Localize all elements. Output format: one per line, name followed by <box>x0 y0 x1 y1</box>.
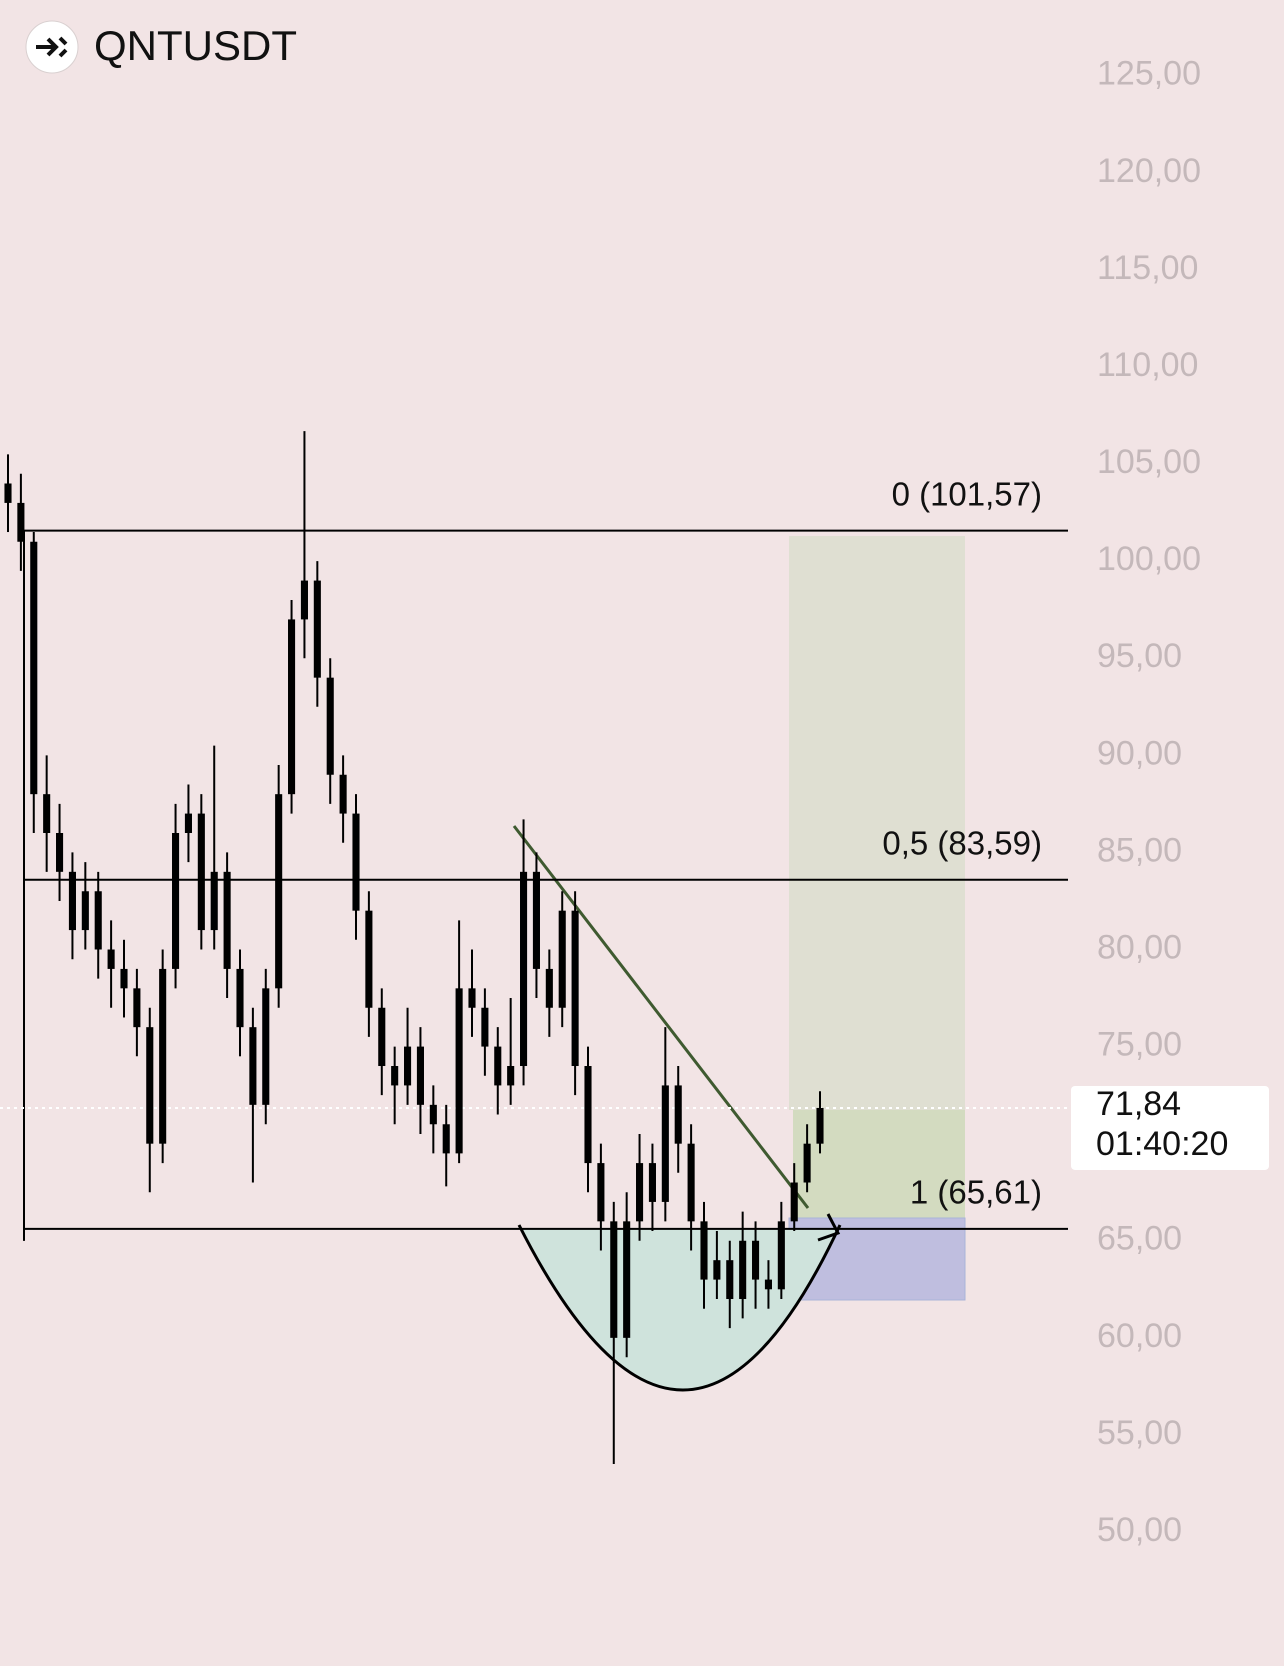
y-tick-label: 85,00 <box>1097 831 1182 869</box>
candle-body <box>455 988 463 1154</box>
candle-body <box>107 949 115 969</box>
y-tick-label: 80,00 <box>1097 928 1182 966</box>
candle-body <box>43 794 51 833</box>
candle-body <box>687 1143 695 1222</box>
candle-body <box>133 988 141 1028</box>
candle-body <box>636 1163 644 1222</box>
chart-title: QNTUSDT <box>94 22 297 69</box>
price-tag <box>1071 1085 1269 1170</box>
candle-body <box>4 483 12 503</box>
candle-body <box>494 1046 502 1086</box>
candle-body <box>777 1221 785 1290</box>
candle-body <box>391 1066 399 1086</box>
candle-body <box>803 1143 811 1183</box>
candle-body <box>81 891 89 931</box>
y-tick-label: 100,00 <box>1097 540 1201 578</box>
candle-body <box>816 1107 824 1144</box>
price-tag-value: 71,84 <box>1096 1085 1181 1123</box>
candle-body <box>713 1260 721 1280</box>
y-tick-label: 75,00 <box>1097 1026 1182 1064</box>
candle-body <box>30 541 38 795</box>
candle-body <box>584 1066 592 1164</box>
arrow-head <box>817 1213 841 1242</box>
candle-body <box>365 910 373 1008</box>
candle-body <box>120 968 128 989</box>
trend-line <box>512 825 810 1209</box>
candle-body <box>68 871 76 931</box>
candle-body <box>210 871 218 931</box>
candle-body <box>648 1163 656 1202</box>
candle-body <box>184 813 192 833</box>
y-tick-label: 60,00 <box>1097 1317 1182 1355</box>
y-tick-label: 95,00 <box>1097 637 1182 675</box>
candle-body <box>404 1046 412 1086</box>
candle-body <box>468 988 476 1008</box>
candle-body <box>507 1066 515 1086</box>
candle-body <box>610 1221 618 1338</box>
candle-body <box>313 580 321 678</box>
candle-body <box>288 619 296 795</box>
y-tick-label: 110,00 <box>1097 346 1198 384</box>
cup-arc <box>517 1224 842 1392</box>
candle-body <box>726 1260 734 1300</box>
candle-body <box>159 968 167 1144</box>
candle-body <box>700 1221 708 1280</box>
candle-body <box>752 1240 760 1280</box>
candle-body <box>223 871 231 969</box>
candle-body <box>172 833 180 969</box>
candle-body <box>520 871 528 1067</box>
y-tick-label: 50,00 <box>1097 1511 1182 1549</box>
candle-body <box>597 1163 605 1222</box>
candle-body <box>674 1085 682 1144</box>
candle-body <box>146 1027 154 1144</box>
y-tick-label: 55,00 <box>1097 1414 1182 1452</box>
y-tick-label: 120,00 <box>1097 152 1201 190</box>
y-tick-label: 90,00 <box>1097 734 1182 772</box>
candle-body <box>17 502 25 542</box>
candle-body <box>790 1182 798 1222</box>
target-zone <box>789 536 965 1110</box>
fib-label: 0 (101,57) <box>892 475 1042 512</box>
y-tick-label: 65,00 <box>1097 1220 1182 1258</box>
fib-label: 1 (65,61) <box>910 1174 1042 1211</box>
candle-body <box>197 813 205 931</box>
candle-body <box>764 1279 772 1290</box>
candle-body <box>378 1007 386 1067</box>
countdown: 01:40:20 <box>1096 1125 1228 1163</box>
logo-icon <box>36 36 68 58</box>
y-tick-label: 115,00 <box>1097 249 1198 287</box>
y-tick-label: 125,00 <box>1097 55 1201 93</box>
candle-body <box>326 677 334 775</box>
candle-body <box>623 1221 631 1338</box>
candle-body <box>429 1104 437 1125</box>
candle-body <box>416 1046 424 1105</box>
fib-label: 0,5 (83,59) <box>882 825 1042 862</box>
candle-body <box>442 1124 450 1154</box>
y-tick-label: 105,00 <box>1097 443 1201 481</box>
candle-body <box>571 910 579 1067</box>
candle-body <box>262 988 270 1105</box>
candle-body <box>94 891 102 950</box>
candle-body <box>56 833 64 872</box>
candle-body <box>249 1027 257 1105</box>
candle-body <box>661 1085 669 1202</box>
candle-body <box>532 871 540 969</box>
candle-body <box>545 968 553 1008</box>
candle-body <box>275 794 283 989</box>
candle-body <box>339 774 347 814</box>
candle-body <box>739 1240 747 1300</box>
candle-body <box>352 813 360 911</box>
candle-body <box>236 968 244 1028</box>
candle-body <box>300 580 308 620</box>
candle-body <box>558 910 566 1008</box>
candle-body <box>481 1007 489 1047</box>
